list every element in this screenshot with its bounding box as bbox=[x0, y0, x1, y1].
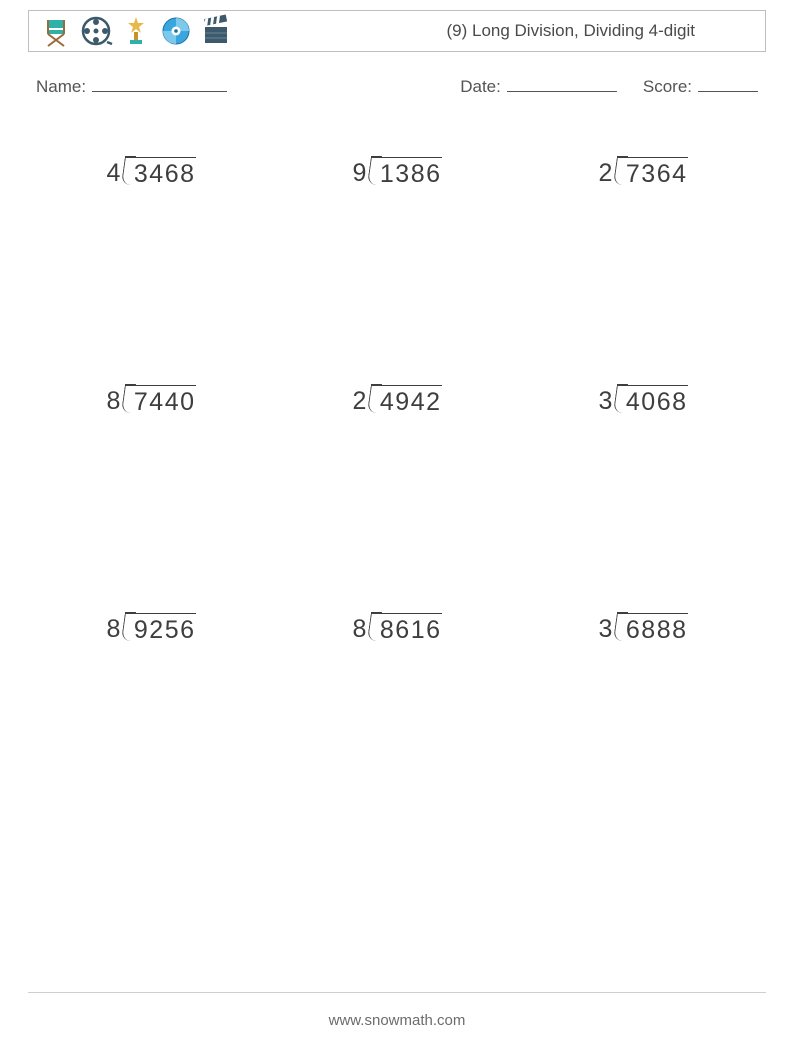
problems-grid: 4 3468 9 1386 2 7364 8 7440 2 494 bbox=[28, 157, 766, 841]
dividend: 7440 bbox=[134, 388, 196, 416]
footer-text: www.snowmath.com bbox=[0, 1012, 794, 1029]
clapperboard-icon bbox=[199, 14, 233, 48]
date-blank[interactable] bbox=[507, 74, 617, 92]
long-division-bracket: 4942 bbox=[371, 385, 442, 415]
score-blank[interactable] bbox=[698, 74, 758, 92]
division-problem: 3 6888 bbox=[598, 613, 687, 643]
dividend: 1386 bbox=[380, 160, 442, 188]
long-division-bracket: 4068 bbox=[617, 385, 688, 415]
division-problem: 2 4942 bbox=[352, 385, 441, 415]
divisor: 4 bbox=[106, 157, 121, 186]
icon-strip bbox=[39, 14, 233, 48]
division-problem: 8 7440 bbox=[106, 385, 195, 415]
cd-disc-icon bbox=[159, 14, 193, 48]
film-reel-icon bbox=[79, 14, 113, 48]
divisor: 3 bbox=[598, 613, 613, 642]
division-problem: 3 4068 bbox=[598, 385, 687, 415]
date-label: Date: bbox=[460, 77, 501, 97]
dividend: 3468 bbox=[134, 160, 196, 188]
score-label: Score: bbox=[643, 77, 692, 97]
long-division-bracket: 8616 bbox=[371, 613, 442, 643]
long-division-bracket: 6888 bbox=[617, 613, 688, 643]
division-problem: 2 7364 bbox=[598, 157, 687, 187]
dividend: 4068 bbox=[626, 388, 688, 416]
dividend: 4942 bbox=[380, 388, 442, 416]
divisor: 8 bbox=[106, 385, 121, 414]
name-field: Name: bbox=[36, 74, 227, 97]
divisor: 9 bbox=[352, 157, 367, 186]
division-problem: 4 3468 bbox=[106, 157, 195, 187]
division-problem: 8 8616 bbox=[352, 613, 441, 643]
divisor: 2 bbox=[352, 385, 367, 414]
footer-divider bbox=[28, 992, 766, 993]
divisor: 8 bbox=[106, 613, 121, 642]
divisor: 2 bbox=[598, 157, 613, 186]
long-division-bracket: 7364 bbox=[617, 157, 688, 187]
long-division-bracket: 1386 bbox=[371, 157, 442, 187]
long-division-bracket: 3468 bbox=[125, 157, 196, 187]
worksheet-title: (9) Long Division, Dividing 4-digit bbox=[446, 21, 755, 41]
long-division-bracket: 9256 bbox=[125, 613, 196, 643]
division-problem: 9 1386 bbox=[352, 157, 441, 187]
divisor: 3 bbox=[598, 385, 613, 414]
name-blank[interactable] bbox=[92, 74, 227, 92]
division-problem: 8 9256 bbox=[106, 613, 195, 643]
dividend: 7364 bbox=[626, 160, 688, 188]
dividend: 8616 bbox=[380, 616, 442, 644]
long-division-bracket: 7440 bbox=[125, 385, 196, 415]
name-label: Name: bbox=[36, 77, 86, 97]
worksheet-page: (9) Long Division, Dividing 4-digit Name… bbox=[0, 0, 794, 1053]
divisor: 8 bbox=[352, 613, 367, 642]
header-bar: (9) Long Division, Dividing 4-digit bbox=[28, 10, 766, 52]
director-chair-icon bbox=[39, 14, 73, 48]
dividend: 6888 bbox=[626, 616, 688, 644]
award-trophy-icon bbox=[119, 14, 153, 48]
meta-row: Name: Date: Score: bbox=[36, 74, 758, 97]
dividend: 9256 bbox=[134, 616, 196, 644]
